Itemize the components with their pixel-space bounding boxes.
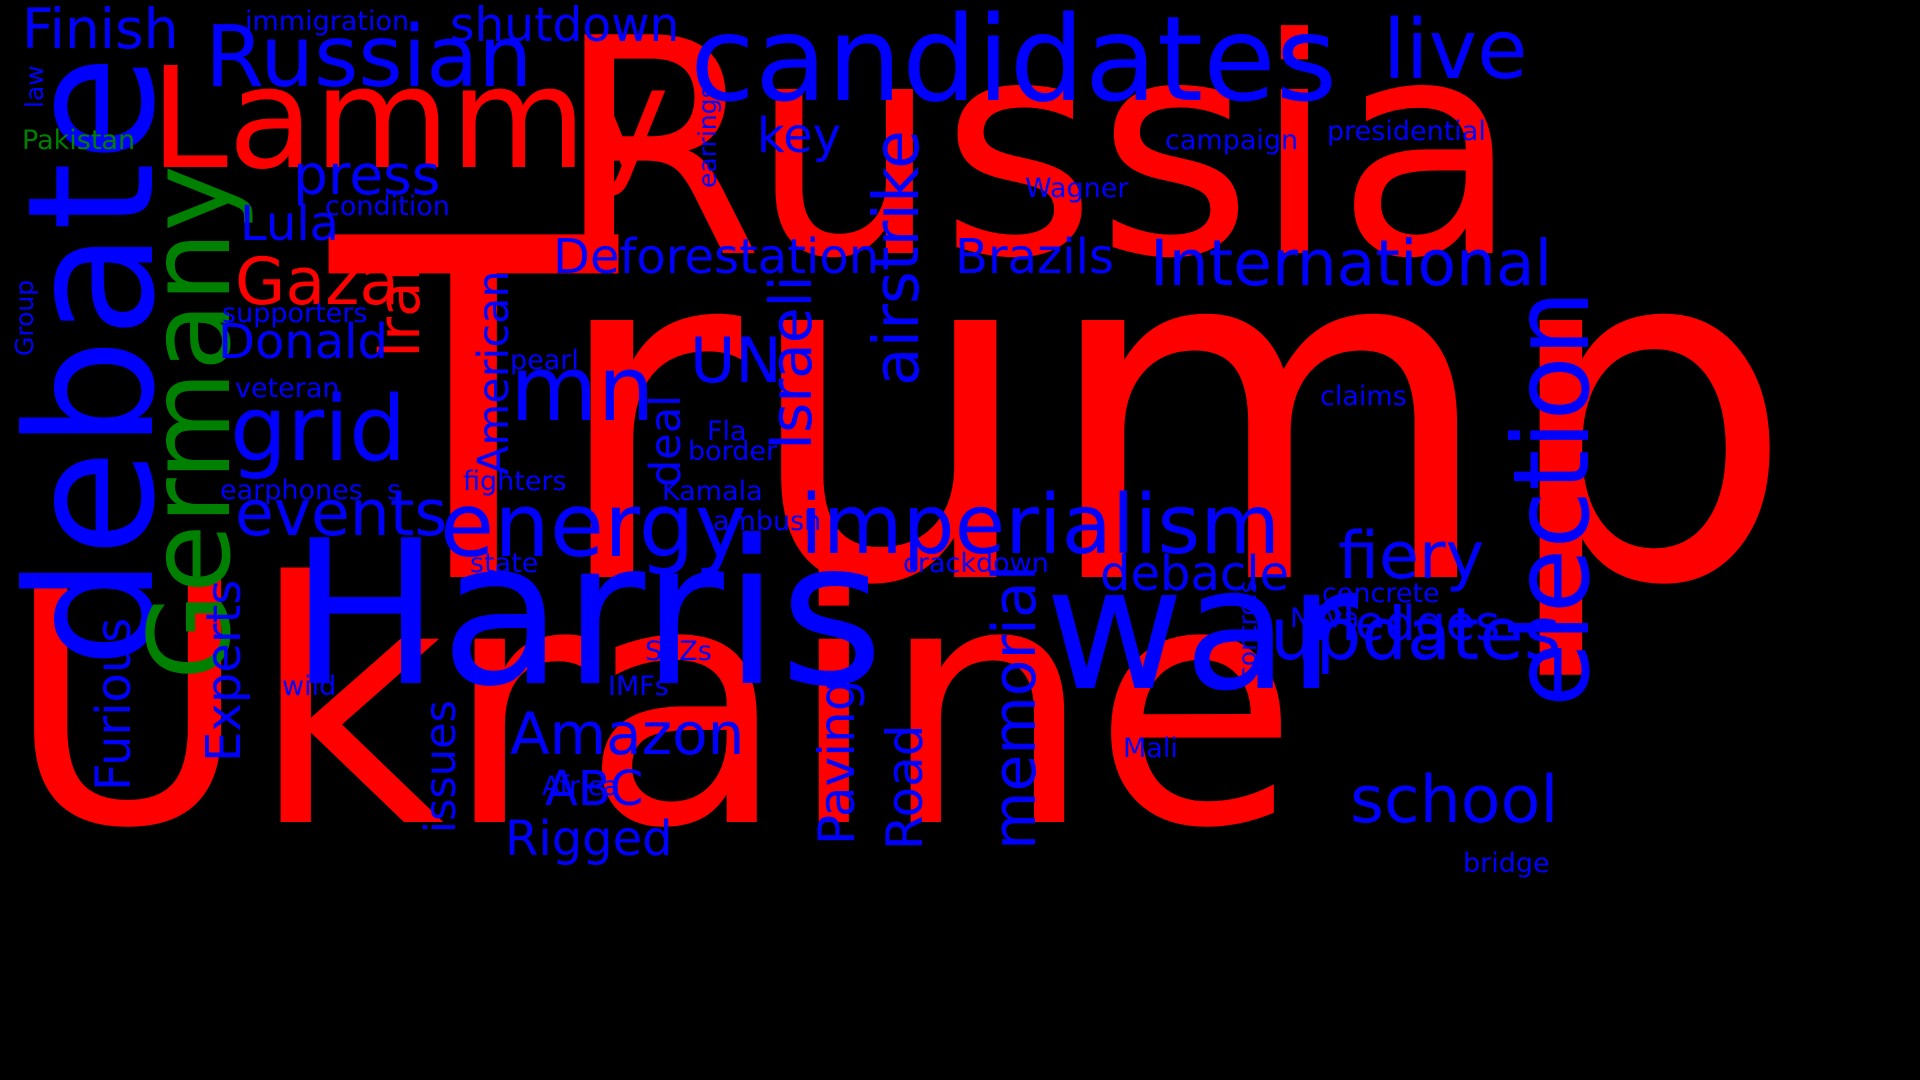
- word-school: school: [1350, 763, 1559, 838]
- word-veteran: veteran: [235, 373, 340, 404]
- word-ambush: ambush: [713, 506, 822, 537]
- word-war: war: [1045, 531, 1359, 729]
- word-immigration: immigration: [245, 6, 410, 37]
- word-s: s: [387, 475, 402, 506]
- word-brazils: Brazils: [955, 229, 1114, 285]
- word-mali: Mali: [1123, 733, 1178, 764]
- word-earrings: earrings: [693, 85, 722, 188]
- word-pearl: pearl: [510, 345, 579, 376]
- word-ukraine: Ukraine: [5, 512, 1299, 902]
- word-shutdown: shutdown: [450, 0, 680, 53]
- word-pakistan: Pakistan: [22, 125, 136, 156]
- word-russian: Russian: [205, 8, 533, 107]
- word-gaza: Gaza: [235, 245, 400, 320]
- word-deforestation: Deforestation: [553, 229, 880, 285]
- word-press: press: [293, 143, 441, 207]
- word-border: border: [688, 436, 778, 467]
- word-debacle: debacle: [1100, 546, 1290, 602]
- word-abc: ABC: [545, 761, 644, 817]
- word-experts: Experts: [196, 579, 252, 762]
- word-fiery: fiery: [1338, 519, 1485, 594]
- word-earphones: earphones: [220, 475, 363, 506]
- word-controls: controls: [1233, 580, 1262, 680]
- word-mn: mn: [510, 337, 655, 442]
- word-finish: Finish: [22, 0, 179, 61]
- word-condition: condition: [325, 191, 450, 222]
- word-paving: Paving: [808, 679, 866, 845]
- word-lammy: Lammy: [150, 38, 670, 201]
- word-state: state: [470, 548, 539, 579]
- word-africa: Africa: [542, 771, 620, 802]
- word-memorial: memorial: [980, 564, 1050, 850]
- word-lula: Lula: [240, 196, 340, 252]
- word-nova: Nova: [1290, 603, 1360, 634]
- word-sezs: SEZs: [645, 636, 712, 667]
- word-road: Road: [876, 724, 934, 850]
- word-supporters: supporters: [222, 298, 368, 329]
- word-deal: deal: [641, 394, 691, 487]
- word-group: Group: [10, 279, 39, 356]
- word-claims: claims: [1320, 381, 1407, 412]
- word-fighters: fighters: [463, 466, 567, 497]
- word-imperialism: imperialism: [800, 478, 1281, 573]
- word-energy: energy: [440, 474, 747, 577]
- word-bridge: bridge: [1463, 848, 1550, 879]
- word-kamala: Kamala: [662, 476, 763, 507]
- word-wild: wild: [282, 671, 337, 702]
- word-events: events: [235, 477, 448, 550]
- word-furious: Furious: [86, 617, 142, 791]
- word-un: UN: [690, 324, 782, 397]
- word-issues: issues: [416, 700, 466, 833]
- word-fla: Fla: [707, 416, 747, 447]
- word-pledges: Pledges: [1313, 596, 1501, 652]
- word-imfs: IMFs: [608, 671, 669, 702]
- word-trump: Trump: [330, 141, 1796, 688]
- word-campaign: campaign: [1165, 125, 1299, 156]
- word-wagner: Wagner: [1025, 173, 1129, 204]
- word-updates: updates: [1270, 592, 1562, 676]
- word-live: live: [1383, 3, 1528, 98]
- word-russia: Russia: [555, 0, 1520, 324]
- word-harris: Harris: [290, 498, 884, 731]
- word-key: key: [757, 108, 842, 164]
- word-international: International: [1150, 227, 1553, 300]
- word-concrete: concrete: [1322, 578, 1440, 609]
- word-presidential: presidential: [1327, 116, 1486, 147]
- word-candidates: candidates: [690, 0, 1338, 128]
- word-amazon: Amazon: [510, 700, 745, 768]
- word-grid: grid: [230, 377, 407, 482]
- word-donald: Donald: [218, 314, 388, 370]
- word-crackdown: crackdown: [903, 548, 1049, 579]
- word-law: law: [20, 65, 49, 108]
- word-rigged: Rigged: [505, 811, 673, 867]
